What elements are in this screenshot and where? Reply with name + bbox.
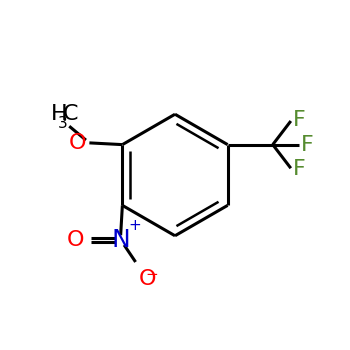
Text: F: F bbox=[293, 159, 306, 179]
Text: O: O bbox=[139, 269, 156, 289]
Text: O: O bbox=[69, 133, 86, 153]
Text: O: O bbox=[67, 230, 85, 250]
Text: F: F bbox=[293, 110, 306, 130]
Text: F: F bbox=[301, 135, 314, 155]
Text: 3: 3 bbox=[58, 116, 68, 131]
Text: N: N bbox=[111, 228, 130, 252]
Text: +: + bbox=[128, 218, 141, 233]
Text: −: − bbox=[145, 267, 158, 282]
Text: C: C bbox=[62, 105, 78, 125]
Text: H: H bbox=[51, 105, 68, 125]
